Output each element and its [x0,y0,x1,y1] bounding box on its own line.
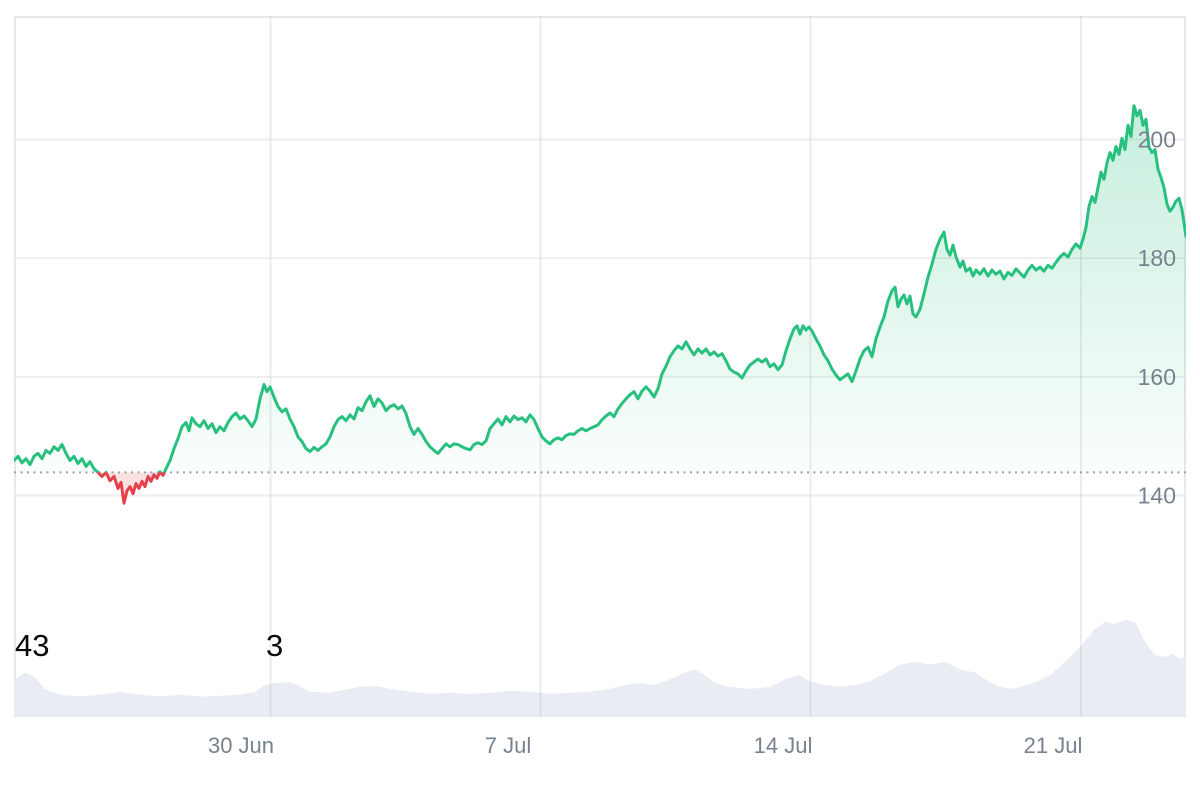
price-area-up [14,105,1186,473]
x-axis: 30 Jun 7 Jul 14 Jul 21 Jul [0,733,1200,763]
y-axis-tick-label: 140 [1138,483,1176,509]
y-axis-tick-label: 200 [1138,127,1176,153]
x-axis-tick-label: 14 Jul [753,733,813,758]
y-axis-tick-label: 180 [1138,245,1176,271]
price-area-down [14,472,1186,504]
price-line-up [14,104,1186,473]
overlay-label-left: 43 [15,628,50,663]
overlay-label-mid: 3 [266,628,284,663]
volume-area [14,620,1186,717]
y-axis-tick-label: 160 [1138,364,1176,390]
x-axis-tick-label: 21 Jul [1023,733,1083,758]
x-axis-tick-label: 30 Jun [207,733,275,758]
x-axis-tick-label: 7 Jul [484,733,532,758]
